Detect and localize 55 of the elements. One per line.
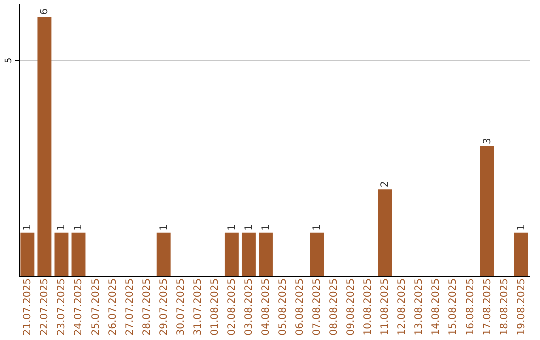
x-tick-label: 29.07.2025 bbox=[158, 278, 170, 336]
data-label: 1 bbox=[260, 224, 272, 231]
x-tick-label: 06.08.2025 bbox=[295, 278, 306, 336]
x-tick-label: 08.08.2025 bbox=[329, 278, 340, 336]
bar bbox=[242, 232, 256, 276]
x-tick-label: 26.07.2025 bbox=[108, 278, 119, 336]
x-tick-label: 02.08.2025 bbox=[226, 278, 238, 336]
data-label: 6 bbox=[40, 8, 51, 15]
x-tick-label: 12.08.2025 bbox=[397, 278, 408, 336]
data-label: 1 bbox=[158, 224, 170, 231]
x-tick-label: 31.07.2025 bbox=[192, 278, 204, 336]
data-label: 3 bbox=[482, 138, 494, 144]
x-tick-label: 15.08.2025 bbox=[448, 278, 460, 336]
data-label: 1 bbox=[56, 224, 68, 231]
x-tick-label: 03.08.2025 bbox=[244, 278, 255, 336]
x-tick-label: 16.08.2025 bbox=[465, 278, 476, 336]
bar bbox=[224, 232, 239, 276]
x-tick-label: 01.08.2025 bbox=[210, 278, 221, 336]
data-label: 1 bbox=[244, 224, 255, 231]
bar bbox=[20, 232, 35, 276]
bar bbox=[514, 232, 528, 276]
x-tick-label: 18.08.2025 bbox=[499, 278, 510, 336]
data-label: 1 bbox=[74, 224, 85, 231]
x-tick-label: 27.07.2025 bbox=[124, 278, 136, 336]
y-tick-label: 5 bbox=[4, 58, 14, 64]
data-label: 1 bbox=[22, 224, 34, 231]
x-tick-label: 21.07.2025 bbox=[22, 278, 34, 336]
bar bbox=[156, 232, 171, 276]
x-tick-label: 09.08.2025 bbox=[346, 278, 358, 336]
data-label: 1 bbox=[226, 224, 238, 231]
x-tick-label: 22.07.2025 bbox=[40, 278, 51, 336]
bar bbox=[38, 16, 52, 276]
x-tick-label: 11.08.2025 bbox=[380, 278, 392, 336]
x-tick-label: 05.08.2025 bbox=[278, 278, 290, 336]
data-label: 2 bbox=[380, 181, 392, 188]
bar bbox=[480, 146, 494, 276]
bar bbox=[378, 190, 392, 276]
x-tick-label: 28.07.2025 bbox=[142, 278, 153, 336]
x-tick-label: 13.08.2025 bbox=[414, 278, 426, 336]
data-label: 1 bbox=[516, 224, 528, 231]
x-tick-label: 10.08.2025 bbox=[363, 278, 374, 336]
x-tick-label: 19.08.2025 bbox=[516, 278, 528, 336]
x-tick-label: 14.08.2025 bbox=[431, 278, 442, 336]
x-tick-label: 24.07.2025 bbox=[74, 278, 85, 336]
bar bbox=[54, 232, 69, 276]
bar bbox=[310, 232, 324, 276]
x-tick-label: 04.08.2025 bbox=[260, 278, 272, 336]
x-tick-label: 07.08.2025 bbox=[312, 278, 324, 336]
x-tick-label: 17.08.2025 bbox=[482, 278, 494, 336]
data-label: 1 bbox=[312, 224, 324, 231]
x-tick-label: 30.07.2025 bbox=[176, 278, 187, 336]
x-tick-label: 25.07.2025 bbox=[90, 278, 102, 336]
x-tick-label: 23.07.2025 bbox=[56, 278, 68, 336]
bar bbox=[72, 232, 86, 276]
bar bbox=[259, 232, 273, 276]
